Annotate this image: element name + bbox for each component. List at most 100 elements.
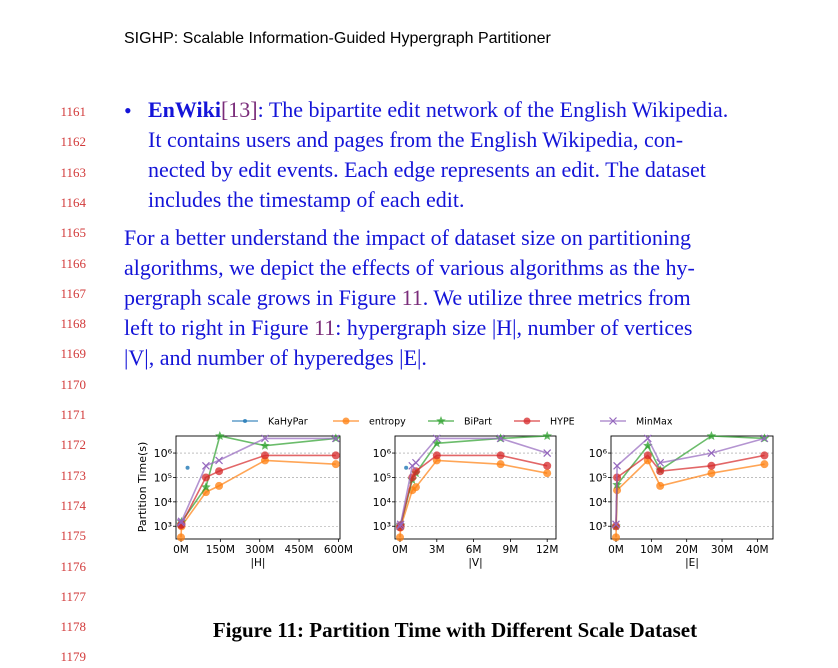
data-point	[706, 431, 717, 440]
data-point	[260, 440, 270, 450]
series-minmax	[612, 434, 769, 529]
y-tick-label: 10⁶	[589, 447, 608, 460]
line-number: 1173	[60, 467, 86, 483]
data-point	[215, 467, 224, 476]
series-line	[180, 459, 336, 538]
x-axis-label: |E|	[685, 557, 699, 569]
data-point	[656, 481, 665, 490]
data-point	[215, 456, 223, 465]
line-number: 1164	[60, 194, 86, 210]
x-tick-label: 20M	[675, 544, 697, 556]
x-tick-label: 0M	[608, 544, 624, 556]
data-point	[609, 417, 617, 425]
y-tick-label: 10⁶	[373, 447, 392, 460]
line-number: 1179	[60, 649, 86, 665]
line-number: 1169	[60, 346, 86, 362]
legend-label: KaHyPar	[268, 417, 308, 428]
y-tick-label: 10³	[589, 520, 607, 533]
legend-item: MinMax	[600, 417, 673, 428]
bullet-line-1: EnWiki[13]: The bipartite edit network o…	[148, 95, 728, 125]
x-tick-label: 150M	[206, 544, 235, 556]
series-line	[399, 437, 548, 527]
y-tick-label: 10⁴	[373, 496, 392, 509]
data-point	[542, 431, 552, 440]
data-point	[201, 473, 210, 482]
line-number: 1176	[60, 558, 86, 574]
bullet-term: EnWiki	[148, 97, 221, 122]
data-point	[396, 520, 405, 529]
data-point	[202, 461, 210, 470]
line-number: 1163	[60, 164, 86, 180]
paragraph-line-5: |V|, and number of hyperedges |E|.	[124, 345, 427, 370]
citation-link[interactable]: [13]	[220, 97, 258, 122]
data-point	[760, 460, 769, 469]
y-tick-label: 10⁵	[154, 471, 172, 484]
paragraph-line-2: algorithms, we depict the effects of var…	[124, 255, 695, 280]
chart-legend: KaHyPar entropy BiPart HYPE MinMax	[232, 416, 673, 428]
paragraph-line-3a: pergraph scale grows in Figure	[124, 285, 402, 310]
series-entropy	[612, 456, 769, 542]
data-point	[707, 461, 716, 470]
legend-label: MinMax	[636, 417, 673, 428]
data-point	[656, 467, 665, 476]
data-point	[543, 469, 552, 478]
bullet-line-3: nected by edit events. Each edge represe…	[148, 157, 706, 182]
series-entropy	[177, 456, 340, 542]
data-point	[215, 481, 224, 490]
line-number: 1167	[60, 285, 86, 301]
data-point	[396, 533, 404, 542]
series-line	[615, 459, 765, 538]
data-point	[643, 440, 653, 450]
data-point	[260, 451, 269, 460]
data-point	[707, 449, 716, 457]
paragraph-line-4a: left to right in Figure	[124, 315, 315, 340]
data-point	[331, 460, 340, 469]
data-point	[396, 522, 404, 531]
legend-label: HYPE	[550, 417, 575, 428]
data-point	[177, 517, 186, 526]
x-axis-label: |V|	[468, 557, 482, 569]
figure-ref-link[interactable]: 11	[401, 285, 423, 310]
data-point	[185, 465, 190, 470]
series-hype	[396, 451, 552, 532]
data-point	[543, 461, 552, 470]
series-minmax	[396, 434, 552, 531]
data-point	[496, 451, 505, 460]
data-point	[612, 533, 620, 542]
series-minmax	[177, 434, 340, 527]
legend-item: entropy	[333, 417, 406, 428]
x-tick-label: 40M	[746, 544, 768, 556]
data-point	[177, 533, 185, 542]
series-line	[399, 435, 548, 527]
panel-frame	[394, 435, 557, 540]
x-tick-label: 450M	[285, 544, 314, 556]
data-point	[643, 434, 652, 443]
figure-ref-link[interactable]: 11	[314, 315, 336, 340]
y-tick-label: 10⁴	[589, 496, 608, 509]
chart-panel: 10³ 10⁴ 10⁵ 10⁶ 0M 10M 20M 30M 40M |E|	[589, 431, 774, 569]
data-point	[432, 434, 441, 443]
data-point	[201, 482, 211, 492]
line-number: 1161	[60, 104, 86, 119]
series-line	[615, 437, 765, 525]
panel-frame	[175, 435, 341, 540]
chart-panel: 10³ 10⁴ 10⁵ 10⁶ 0M 3M 6M 9M 12M |V|	[373, 431, 558, 569]
bullet-symbol: •	[124, 98, 132, 123]
series-hype	[177, 451, 340, 530]
x-tick-label: 600M	[324, 544, 353, 556]
x-tick-label: 10M	[640, 544, 662, 556]
data-point	[177, 520, 186, 529]
paragraph-line-3b: . We utilize three metrics from	[422, 285, 691, 310]
data-point	[177, 518, 185, 527]
series-bipart	[176, 431, 341, 529]
series-bipart	[611, 431, 770, 531]
x-tick-label: 12M	[536, 544, 558, 556]
x-tick-label: 9M	[503, 544, 519, 556]
line-number: 1162	[60, 134, 86, 150]
data-point	[432, 451, 441, 460]
data-point	[523, 417, 531, 425]
paragraph-line-3: pergraph scale grows in Figure 11. We ut…	[124, 283, 691, 313]
x-tick-label: 6M	[466, 544, 482, 556]
x-tick-label: 0M	[173, 544, 189, 556]
data-point	[760, 451, 769, 460]
